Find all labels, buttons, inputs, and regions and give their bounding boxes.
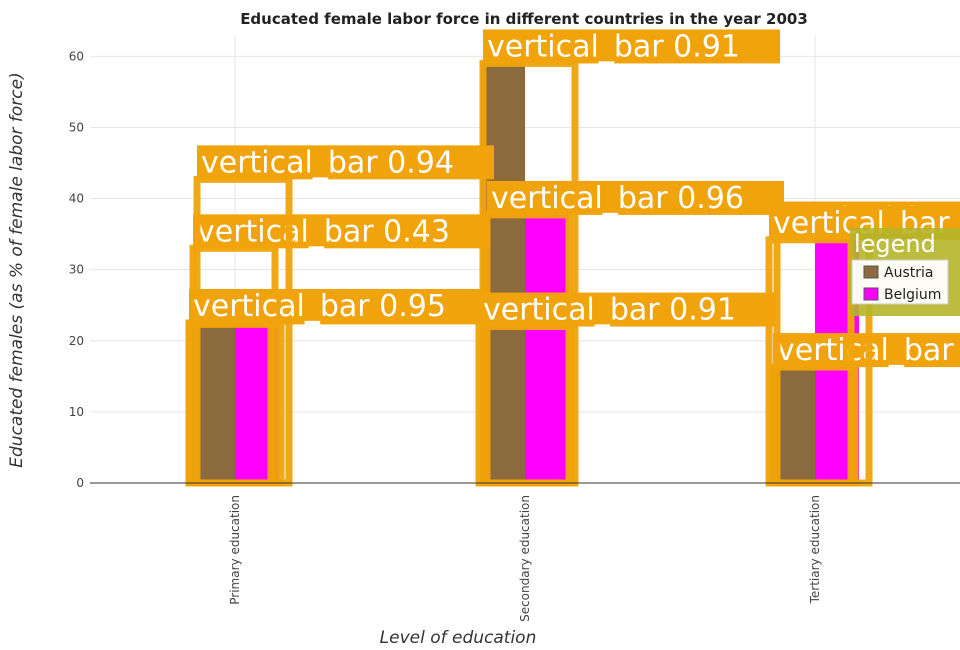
legend-title: legend: [854, 230, 936, 258]
overlay-label-bg-2: [197, 145, 494, 180]
overlay-label-bg-5: [487, 180, 784, 215]
x-axis-label: Level of education: [380, 628, 537, 648]
overlay-label-bg-1: [193, 214, 490, 249]
legend-swatch-belgium: [863, 287, 879, 301]
legend-label-belgium: Belgium: [884, 287, 941, 303]
overlay-label-2: vertical_bar 0.94: [201, 145, 454, 180]
x-tick-label: Secondary education: [518, 495, 532, 622]
y-tick-label: 0: [76, 476, 84, 490]
chart-title: Educated female labor force in different…: [240, 10, 808, 28]
y-axis-label: Educated females (as % of female labor f…: [7, 72, 27, 467]
overlay-label-1: vertical_bar 0.43: [197, 214, 450, 249]
overlay-label-bg-4: [483, 29, 780, 64]
y-tick-label: 40: [69, 192, 84, 206]
y-tick-label: 20: [69, 334, 84, 348]
y-tick-label: 60: [69, 49, 84, 63]
y-tick-label: 10: [69, 405, 84, 419]
detection-overlay: vertical_bar 0.92vertical_bar 0.43vertic…: [185, 29, 960, 487]
bar-belgium-1: [525, 214, 569, 483]
legend: legend Austria Belgium: [850, 228, 960, 316]
legend-swatch-austria: [863, 265, 879, 279]
legend-label-austria: Austria: [884, 265, 933, 281]
axes-layer: 0 10 20 30 40 50 60 Primary education Secondary …: [69, 49, 960, 622]
overlay-label-4: vertical_bar 0.91: [487, 29, 740, 64]
overlay-label-5: vertical_bar 0.96: [491, 181, 744, 216]
overlay-label-6: vertical_bar 0.91: [483, 293, 736, 328]
overlay-label-bg-6: [479, 292, 776, 327]
x-tick-label: Tertiary education: [808, 495, 822, 604]
x-tick-label: Primary education: [228, 495, 242, 605]
y-tick-label: 30: [69, 263, 84, 277]
overlay-label-bg-3: [189, 289, 486, 323]
overlay-label-3: vertical_bar 0.95: [193, 289, 446, 324]
y-tick-label: 50: [69, 120, 84, 134]
